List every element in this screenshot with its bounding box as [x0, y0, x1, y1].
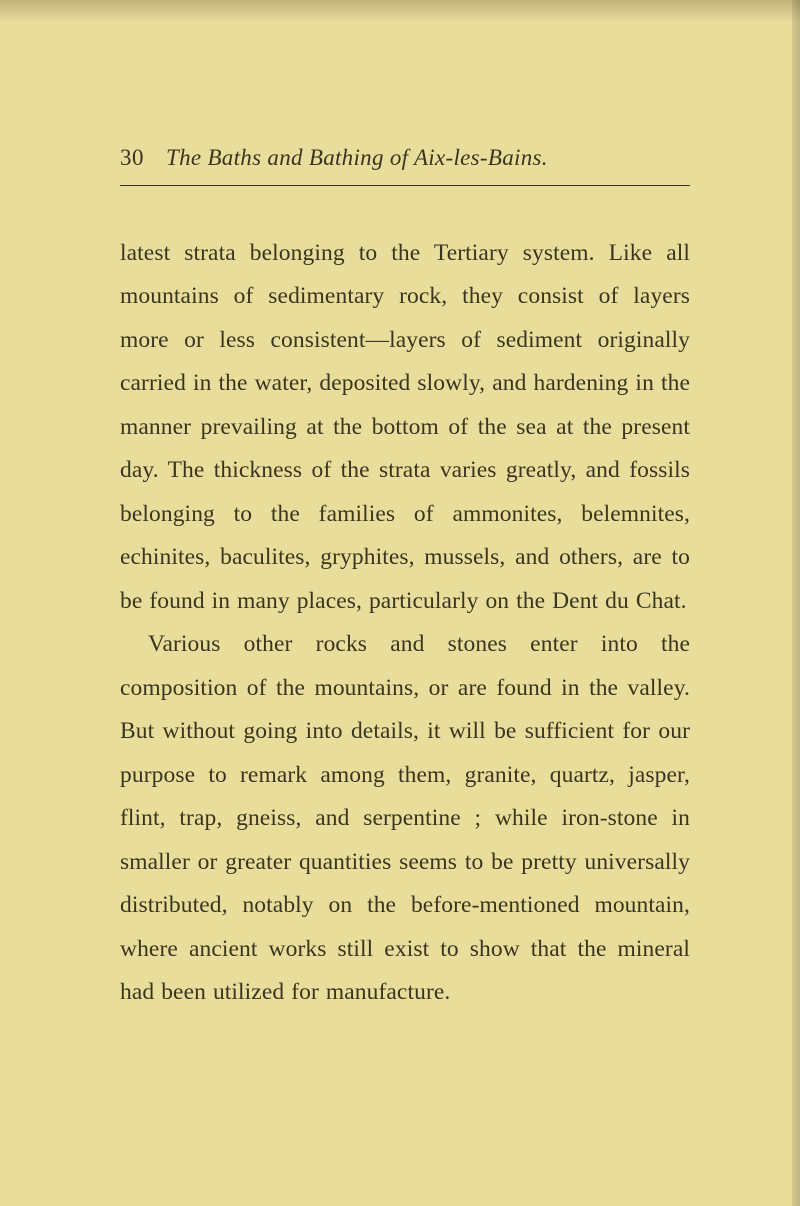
page-right-binding-shadow: [792, 0, 800, 1206]
page-top-shadow: [0, 0, 800, 22]
page-number: 30: [120, 145, 144, 171]
running-title: The Baths and Bathing of Aix-les-Bains.: [166, 145, 548, 171]
paragraph-1: latest strata belonging to the Tertiary …: [120, 232, 690, 623]
header-rule: [120, 185, 690, 186]
page-container: 30 The Baths and Bathing of Aix-les-Bain…: [0, 0, 800, 1206]
running-header: 30 The Baths and Bathing of Aix-les-Bain…: [120, 145, 690, 171]
paragraph-2: Various other rocks and stones enter int…: [120, 623, 690, 1014]
body-text: latest strata belonging to the Tertiary …: [120, 232, 690, 1014]
